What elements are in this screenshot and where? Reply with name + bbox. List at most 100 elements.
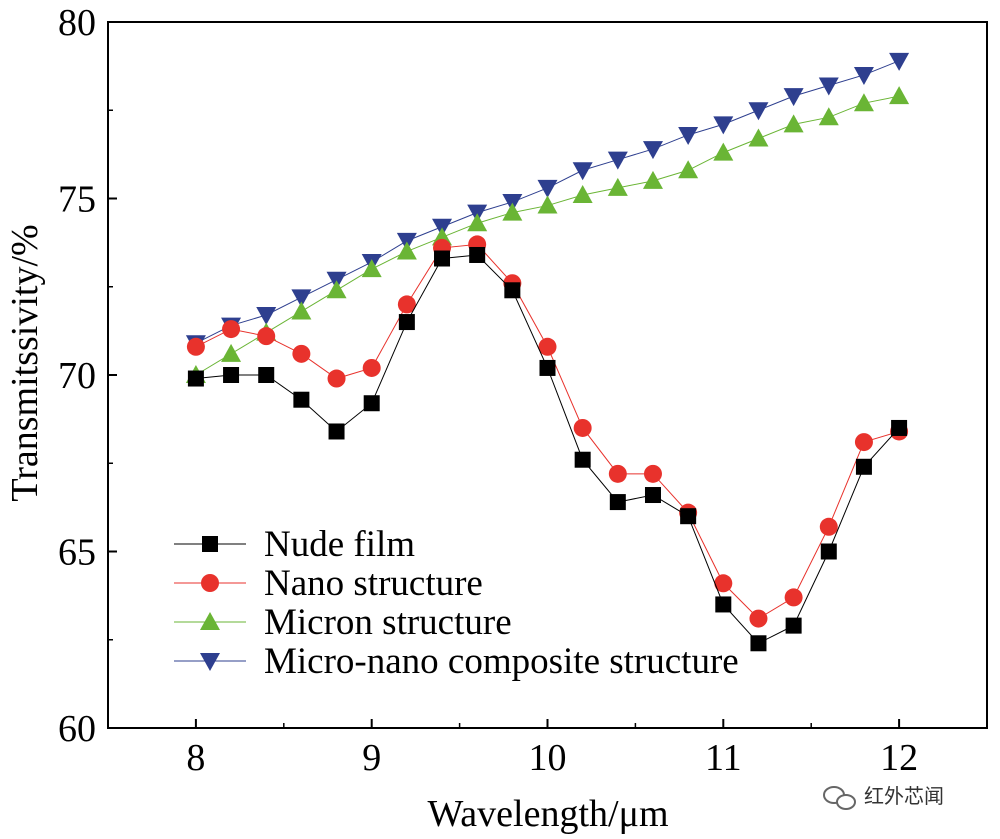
data-point [609, 494, 626, 511]
legend-marker [200, 653, 220, 671]
data-point [291, 289, 312, 308]
data-point [714, 574, 733, 593]
data-point [398, 314, 415, 331]
data-point [783, 88, 804, 107]
data-point [855, 458, 872, 475]
data-point [328, 423, 345, 440]
data-point [257, 327, 276, 346]
legend-marker [201, 574, 219, 592]
x-tick-label: 12 [880, 737, 918, 779]
data-point [783, 114, 804, 133]
y-tick-label: 60 [58, 708, 96, 750]
legend-label: Nude film [264, 524, 415, 565]
y-tick-label: 75 [58, 179, 96, 221]
x-axis-title: Wavelength/μm [427, 793, 668, 835]
y-axis-title: Transmitssivity/% [4, 224, 46, 501]
data-point [187, 370, 204, 387]
data-point [853, 93, 874, 112]
legend-label: Micro-nano composite structure [264, 641, 739, 682]
legend-marker [202, 536, 218, 552]
data-point [502, 202, 523, 221]
data-point [854, 433, 873, 452]
legend-label: Nano structure [264, 563, 483, 604]
data-point [680, 508, 697, 525]
data-point [750, 635, 767, 652]
data-point [256, 306, 277, 325]
watermark: 红外芯闻 [823, 784, 944, 810]
legend-item: Nude film [174, 524, 415, 565]
y-tick-label: 70 [58, 355, 96, 397]
watermark-text: 红外芯闻 [864, 784, 944, 808]
data-point [818, 77, 839, 96]
data-point [642, 141, 663, 160]
data-point [713, 142, 734, 161]
data-point [891, 419, 908, 436]
data-point [223, 367, 240, 383]
data-point [818, 107, 839, 126]
data-point [504, 282, 521, 299]
data-point [467, 213, 488, 232]
series-nano-structure [186, 235, 909, 628]
legend-item: Micron structure [174, 602, 512, 643]
data-point [326, 280, 347, 299]
data-point [608, 464, 627, 483]
y-tick-label: 80 [58, 2, 96, 44]
data-point [715, 596, 732, 613]
data-point [643, 464, 662, 483]
data-point [889, 86, 910, 105]
x-tick-label: 10 [529, 737, 567, 779]
data-point [221, 343, 242, 362]
data-point [889, 52, 910, 71]
data-point [749, 609, 768, 628]
data-point [434, 250, 451, 267]
data-point [607, 151, 628, 170]
data-point [293, 391, 310, 408]
data-point [784, 588, 803, 607]
data-point [327, 369, 346, 388]
data-point [469, 246, 486, 263]
data-point [853, 66, 874, 85]
series-line [195, 95, 900, 376]
data-point [748, 102, 769, 121]
legend-item: Micro-nano composite structure [174, 641, 739, 682]
data-point [819, 517, 838, 536]
data-point [186, 337, 205, 356]
data-point [222, 320, 241, 339]
data-point [678, 126, 699, 145]
data-point [539, 359, 556, 376]
data-point [537, 195, 558, 214]
data-point [713, 116, 734, 135]
data-point [785, 617, 802, 634]
series-nude-film [187, 246, 908, 652]
y-tick-label: 65 [58, 532, 96, 574]
x-tick-label: 11 [705, 737, 742, 779]
legend-label: Micron structure [264, 602, 512, 643]
data-point [572, 184, 593, 203]
data-point [397, 295, 416, 314]
data-point [820, 543, 837, 560]
x-tick-label: 8 [186, 737, 205, 779]
data-point [748, 128, 769, 147]
data-point [292, 344, 311, 363]
data-point [573, 418, 592, 437]
data-point [572, 162, 593, 181]
data-point [537, 179, 558, 198]
data-point [538, 337, 557, 356]
data-point [642, 170, 663, 189]
series-group [185, 52, 910, 652]
data-point [678, 160, 699, 179]
data-point [607, 177, 628, 196]
legend-marker [200, 612, 220, 630]
legend-item: Nano structure [174, 563, 483, 604]
axis-ticks: 8 9 10 11 12 60 65 70 75 80 [58, 2, 988, 779]
data-point [291, 301, 312, 320]
data-point [361, 259, 382, 278]
data-point [396, 241, 417, 260]
wechat-icon [823, 786, 856, 810]
x-tick-label: 9 [362, 737, 381, 779]
data-point [574, 451, 591, 468]
data-point [644, 487, 661, 504]
data-point [363, 395, 380, 412]
